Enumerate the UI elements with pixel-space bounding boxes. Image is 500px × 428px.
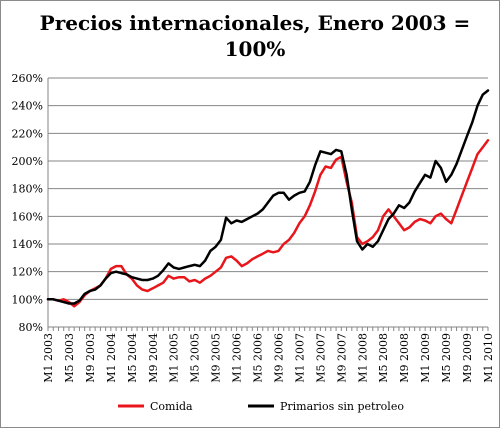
y-tick-label: 240% xyxy=(12,100,43,113)
x-tick-label: M1 2009 xyxy=(419,333,432,383)
legend-label: Comida xyxy=(150,400,193,413)
x-tick-label: M1 2004 xyxy=(105,333,118,383)
x-tick-label: M5 2005 xyxy=(189,333,202,383)
x-tick-label: M1 2010 xyxy=(482,333,495,383)
chart-title-line1: Precios internacionales, Enero 2003 = xyxy=(39,11,471,35)
x-tick-label: M5 2007 xyxy=(314,333,327,383)
y-tick-label: 200% xyxy=(12,155,43,168)
series-line-comida xyxy=(46,139,490,308)
y-tick-label: 140% xyxy=(12,238,43,251)
chart-title: Precios internacionales, Enero 2003 = 10… xyxy=(20,10,490,62)
x-tick-label: M9 2004 xyxy=(147,333,160,383)
series-line-primarios xyxy=(46,89,490,305)
x-tick-label: M9 2008 xyxy=(398,333,411,383)
y-tick-label: 260% xyxy=(12,72,43,85)
x-axis: M1 2003 M5 2003 M9 2003 M1 2004 M5 2004 M9 20… xyxy=(42,78,495,383)
y-tick-label: 100% xyxy=(12,293,43,306)
x-tick-label: M1 2005 xyxy=(168,333,181,383)
x-tick-label: M1 2003 xyxy=(42,333,55,383)
x-tick-label: M9 2003 xyxy=(84,333,97,383)
x-tick-label: M5 2006 xyxy=(252,333,265,383)
x-tick-label: M1 2008 xyxy=(356,333,369,383)
y-tick-label: 160% xyxy=(12,210,43,223)
y-axis-ticks: 80% 100% 120% 140% 160% 180% 200% 220% 240% 260% xyxy=(12,72,43,334)
legend-label: Primarios sin petroleo xyxy=(280,400,404,413)
y-tick-label: 120% xyxy=(12,266,43,279)
x-tick-label: M5 2003 xyxy=(63,333,76,383)
x-tick-label: M1 2006 xyxy=(231,333,244,383)
y-tick-label: 180% xyxy=(12,183,43,196)
x-tick-label: M1 2007 xyxy=(293,333,306,383)
x-tick-label: M9 2007 xyxy=(335,333,348,383)
chart-title-line2: 100% xyxy=(224,37,286,61)
legend: Comida Primarios sin petroleo xyxy=(118,400,404,413)
x-tick-label: M9 2006 xyxy=(272,333,285,383)
x-tick-label: M9 2009 xyxy=(461,333,474,383)
x-tick-label: M5 2009 xyxy=(440,333,453,383)
y-tick-label: 80% xyxy=(19,321,43,334)
x-tick-label: M5 2008 xyxy=(377,333,390,383)
x-tick-label: M9 2005 xyxy=(210,333,223,383)
y-tick-label: 220% xyxy=(12,127,43,140)
series-lines xyxy=(46,89,490,308)
x-tick-label: M5 2004 xyxy=(126,333,139,383)
